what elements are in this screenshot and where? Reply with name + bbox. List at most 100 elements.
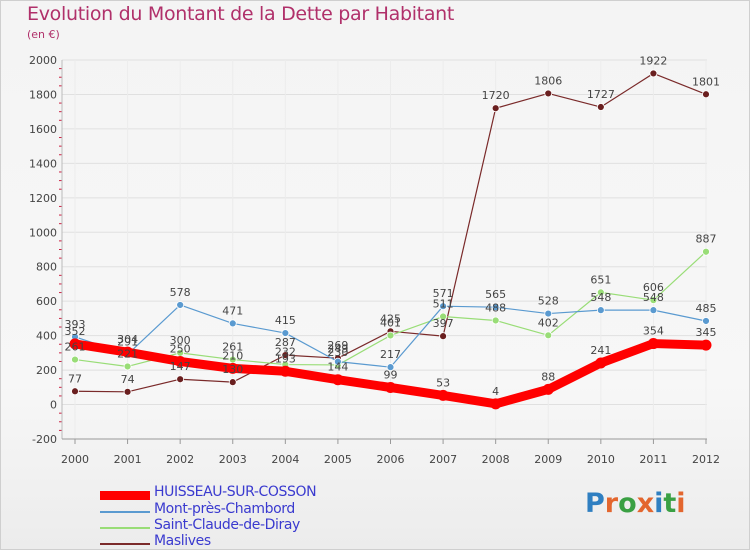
- data-label: 1801: [692, 75, 720, 88]
- x-tick-labels: 2000 2001 2002 2003 2004 2005 2006 2007 2008 2009…: [61, 453, 720, 466]
- logo-letter: t: [663, 488, 677, 519]
- data-label: 88: [541, 370, 555, 383]
- legend-swatch-maslives: [100, 543, 150, 545]
- data-label: 74: [121, 373, 135, 386]
- data-label: 425: [380, 312, 401, 325]
- data-label: 352: [65, 325, 86, 338]
- x-tick-label: 2011: [639, 453, 667, 466]
- data-label: 144: [327, 361, 348, 374]
- y-tick-labels: -200 0 200 400 600 800 1000 1200 1400 1600 1800 200…: [29, 54, 57, 446]
- data-label: 147: [170, 360, 191, 373]
- data-label: 401: [380, 316, 401, 329]
- data-label: 304: [117, 333, 138, 346]
- data-label: 548: [643, 291, 664, 304]
- data-label: 1720: [482, 89, 510, 102]
- logo-letter: x: [636, 488, 655, 519]
- series-point-1: [228, 319, 237, 328]
- chart-title: Evolution du Montant de la Dette par Hab…: [27, 3, 455, 25]
- data-label: 77: [68, 372, 82, 385]
- data-label: 99: [384, 368, 398, 381]
- series-point-3: [281, 351, 290, 360]
- data-label: 230: [327, 346, 348, 359]
- legend-swatch-mont: [100, 511, 150, 513]
- series-point-1: [386, 363, 395, 372]
- series-point-0: [595, 357, 607, 369]
- logo-letter: i: [654, 488, 664, 519]
- y-tick-label: 200: [36, 364, 57, 377]
- x-tick-label: 2012: [692, 453, 720, 466]
- y-tick-label: 1000: [29, 226, 57, 239]
- data-label: 261: [222, 341, 243, 354]
- y-tick-label: 400: [36, 330, 57, 343]
- data-label: 397: [433, 317, 454, 330]
- series-point-0: [122, 346, 134, 358]
- series-point-1: [176, 301, 185, 309]
- series-point-3: [71, 387, 79, 396]
- data-label: 651: [590, 273, 611, 286]
- series-point-2: [596, 288, 605, 297]
- series-point-1: [334, 357, 342, 366]
- data-label: 261: [65, 341, 86, 354]
- series-point-0: [227, 362, 239, 374]
- data-label: 415: [275, 314, 296, 327]
- series-point-0: [490, 398, 502, 410]
- x-tick-label: 2003: [219, 453, 247, 466]
- x-tick-label: 2008: [482, 453, 510, 466]
- data-label: 471: [222, 304, 243, 317]
- series-point-0: [332, 374, 344, 386]
- data-label: 393: [65, 318, 86, 331]
- x-tick-label: 2004: [271, 453, 299, 466]
- data-label: 130: [222, 363, 243, 376]
- x-tick-label: 2005: [324, 453, 352, 466]
- data-label: 345: [696, 326, 717, 339]
- y-tick-label: 0: [50, 399, 57, 412]
- y-tick-label: 1400: [29, 157, 57, 170]
- series-lines: [69, 69, 712, 410]
- data-label: 241: [590, 344, 611, 357]
- data-label: 287: [275, 336, 296, 349]
- logo-letter: i: [676, 488, 686, 519]
- y-tick-label: 2000: [29, 54, 57, 67]
- data-label: 217: [380, 348, 401, 361]
- y-tick-label: 1200: [29, 192, 57, 205]
- proxiti-logo: Proxiti: [585, 488, 686, 519]
- series-point-3: [176, 375, 185, 384]
- data-label: 887: [696, 233, 717, 246]
- x-tick-label: 2001: [114, 453, 142, 466]
- data-label: 606: [643, 281, 664, 294]
- series-point-2: [123, 362, 132, 371]
- series-point-1: [491, 303, 500, 312]
- data-label: 269: [327, 339, 348, 352]
- series-point-3: [702, 90, 710, 99]
- series-point-2: [649, 296, 658, 305]
- data-label: 1922: [639, 54, 667, 67]
- data-label: 249: [327, 343, 348, 356]
- series-point-0: [542, 383, 554, 395]
- series-point-0: [647, 338, 659, 350]
- legend-label-mont: Mont-près-Chambord: [154, 501, 295, 517]
- data-label: 485: [696, 302, 717, 315]
- data-label: 402: [538, 316, 559, 329]
- data-label: 528: [538, 295, 559, 308]
- series-point-0: [385, 381, 396, 393]
- y-tick-label: 600: [36, 295, 57, 308]
- y-tick-label: -200: [32, 433, 57, 446]
- x-tick-label: 2006: [377, 453, 405, 466]
- series-point-0: [437, 389, 449, 401]
- logo-letter: r: [604, 488, 619, 519]
- axes: [59, 60, 707, 444]
- data-label: 250: [170, 342, 191, 355]
- series-point-0: [69, 338, 81, 350]
- series-point-0: [700, 339, 712, 351]
- logo-letter: P: [585, 488, 605, 519]
- series-point-1: [439, 302, 447, 311]
- series-point-0: [279, 365, 291, 377]
- x-tick-label: 2007: [429, 453, 457, 466]
- series-point-1: [596, 306, 605, 315]
- x-tick-label: 2002: [166, 453, 194, 466]
- series-point-3: [649, 69, 658, 78]
- data-label: 53: [436, 376, 450, 389]
- series-point-2: [71, 355, 79, 364]
